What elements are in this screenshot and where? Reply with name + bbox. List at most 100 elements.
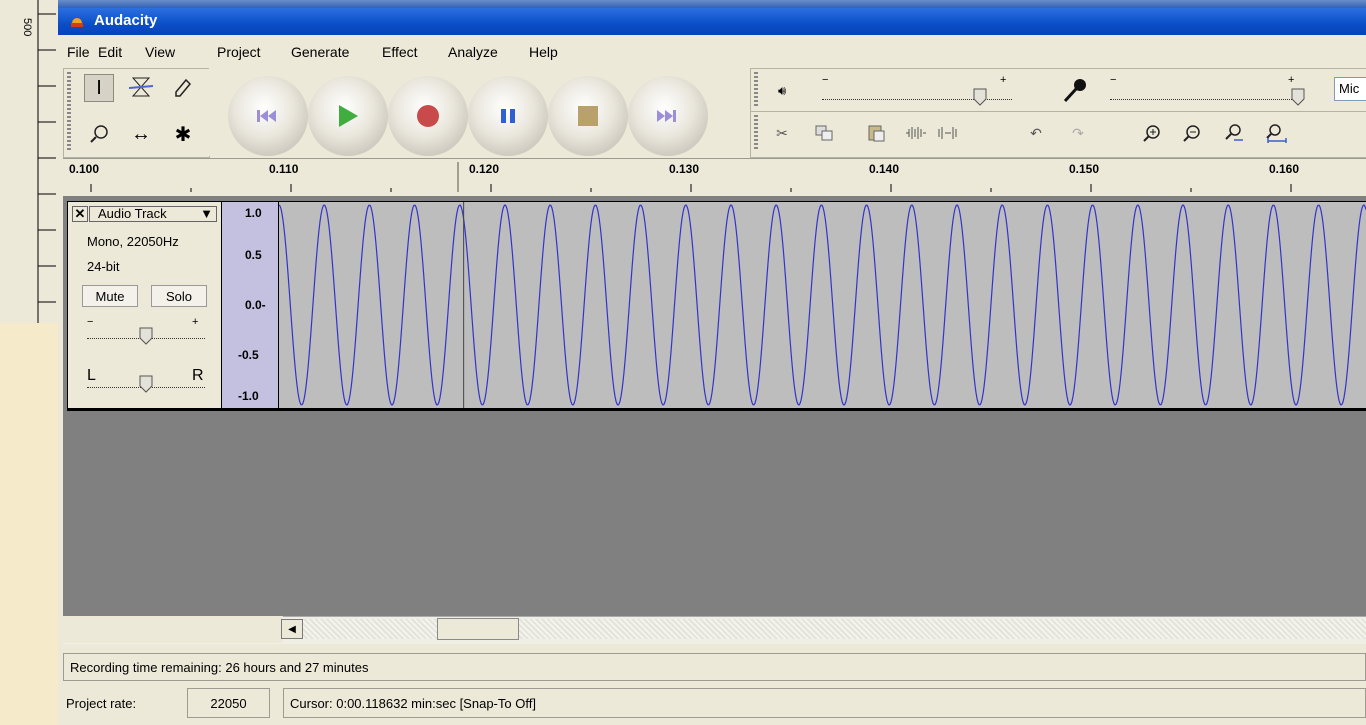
mute-button[interactable]: Mute: [82, 285, 138, 307]
output-volume-slider[interactable]: [973, 88, 987, 106]
input-minus-mark: −: [1110, 74, 1117, 86]
fit-selection-icon[interactable]: [1222, 118, 1246, 148]
record-button[interactable]: [388, 76, 468, 156]
titlebar-top-edge: [58, 0, 1366, 8]
menu-help[interactable]: Help: [529, 44, 558, 60]
input-volume-track: [1110, 99, 1298, 100]
multi-tool-icon[interactable]: ✱: [174, 123, 192, 146]
track-format-info: Mono, 22050Hz: [87, 234, 179, 249]
menu-edit[interactable]: Edit: [98, 44, 123, 60]
ruler-tick-label: 0.130: [669, 162, 700, 176]
copy-icon[interactable]: [812, 118, 836, 148]
gain-minus-mark: −: [87, 316, 94, 328]
ruler-tick-label: 0.150: [1069, 162, 1100, 176]
waveform-display[interactable]: [279, 202, 1366, 408]
project-rate-label: Project rate:: [66, 696, 137, 711]
window-title: Audacity: [94, 12, 158, 29]
menu-view[interactable]: View: [145, 44, 176, 60]
solo-button[interactable]: Solo: [151, 285, 207, 307]
pan-left-label: L: [87, 367, 96, 384]
microphone-icon: [1062, 77, 1088, 106]
input-volume-slider[interactable]: [1291, 88, 1305, 106]
stop-icon: [578, 106, 598, 126]
menu-project[interactable]: Project: [217, 44, 261, 60]
menu-generate[interactable]: Generate: [291, 44, 350, 60]
pan-slider[interactable]: [139, 375, 153, 393]
paste-icon[interactable]: [864, 118, 888, 148]
status-area: [58, 645, 1366, 725]
scale-label: -0.5: [238, 348, 259, 362]
toolbar-grip[interactable]: [67, 72, 71, 152]
undo-icon[interactable]: ↶: [1030, 124, 1042, 141]
zoom-tool-icon[interactable]: [84, 120, 114, 148]
ruler-tick-label: 0.160: [1269, 162, 1300, 176]
waveform: [279, 202, 1366, 408]
draw-tool-icon[interactable]: [168, 74, 198, 102]
envelope-tool-icon[interactable]: [126, 74, 156, 102]
gain-slider[interactable]: [139, 327, 153, 345]
ruler-tick-label: 0.140: [869, 162, 900, 176]
redo-icon[interactable]: ↷: [1072, 124, 1084, 141]
dropdown-arrow-icon: ▼: [200, 206, 213, 221]
silence-icon[interactable]: [936, 118, 960, 148]
ruler-tick-label: 0.100: [69, 162, 100, 176]
scroll-left-button[interactable]: ◀: [281, 619, 303, 639]
speaker-icon: 🔊︎: [778, 83, 787, 98]
audacity-icon: [71, 18, 83, 27]
scale-label: 0.5: [245, 248, 262, 262]
scale-label: -1.0: [238, 389, 259, 403]
vertical-ruler: [37, 0, 56, 323]
skip-start-icon: [257, 110, 276, 122]
play-icon: [339, 105, 358, 127]
close-track-icon[interactable]: ✕: [72, 206, 88, 222]
menu-analyze[interactable]: Analyze: [448, 44, 498, 60]
zoom-in-icon[interactable]: [1140, 118, 1164, 148]
project-rate-field[interactable]: 22050: [187, 688, 270, 718]
stop-button[interactable]: [548, 76, 628, 156]
menu-effect[interactable]: Effect: [382, 44, 418, 60]
cut-icon[interactable]: ✂: [776, 124, 788, 141]
menu-bar: [58, 36, 1366, 66]
output-plus-mark: +: [1000, 74, 1007, 86]
track-name: Audio Track: [98, 206, 167, 221]
selection-tool-icon[interactable]: I: [84, 74, 114, 102]
title-bar[interactable]: [58, 8, 1366, 35]
vertical-scale: [222, 202, 278, 408]
skip-end-button[interactable]: [628, 76, 708, 156]
status-message: Recording time remaining: 26 hours and 2…: [63, 653, 1366, 681]
cursor-position: Cursor: 0:00.118632 min:sec [Snap-To Off…: [283, 688, 1366, 718]
timeshift-tool-icon[interactable]: ↔: [131, 122, 151, 145]
record-icon: [417, 105, 439, 127]
pan-right-label: R: [192, 367, 204, 384]
zoom-out-icon[interactable]: [1180, 118, 1204, 148]
toolbar-grip[interactable]: [754, 72, 758, 106]
timeline-ticks: [90, 162, 1292, 192]
toolbar-grip[interactable]: [754, 115, 758, 151]
scroll-track[interactable]: [303, 619, 1366, 639]
pause-button[interactable]: [468, 76, 548, 156]
trim-icon[interactable]: [904, 118, 928, 148]
gain-plus-mark: +: [192, 316, 199, 328]
vertical-ruler-label: 500: [21, 18, 33, 37]
ruler-tick-label: 0.110: [269, 162, 299, 176]
scale-label: 1.0: [245, 206, 262, 220]
skip-end-icon: [657, 110, 676, 122]
mixer-toolbar: [750, 68, 1366, 112]
edit-toolbar: [750, 111, 1366, 158]
input-device-select[interactable]: Mic: [1334, 77, 1366, 101]
output-volume-track: [822, 99, 1012, 100]
fit-project-icon[interactable]: [1264, 118, 1288, 148]
input-plus-mark: +: [1288, 74, 1295, 86]
scroll-thumb[interactable]: [437, 618, 519, 640]
output-minus-mark: −: [822, 74, 829, 86]
track-bitdepth-info: 24-bit: [87, 259, 120, 274]
scrollbar-spacer: [63, 616, 283, 643]
scale-label: 0.0-: [245, 298, 266, 312]
pause-icon: [501, 109, 515, 123]
ruler-tick-label: 0.120: [469, 162, 500, 176]
track-menu-button[interactable]: Audio Track ▼: [89, 206, 217, 222]
menu-file[interactable]: File: [67, 44, 90, 60]
skip-start-button[interactable]: [228, 76, 308, 156]
desktop-background: [0, 323, 58, 725]
play-button[interactable]: [308, 76, 388, 156]
